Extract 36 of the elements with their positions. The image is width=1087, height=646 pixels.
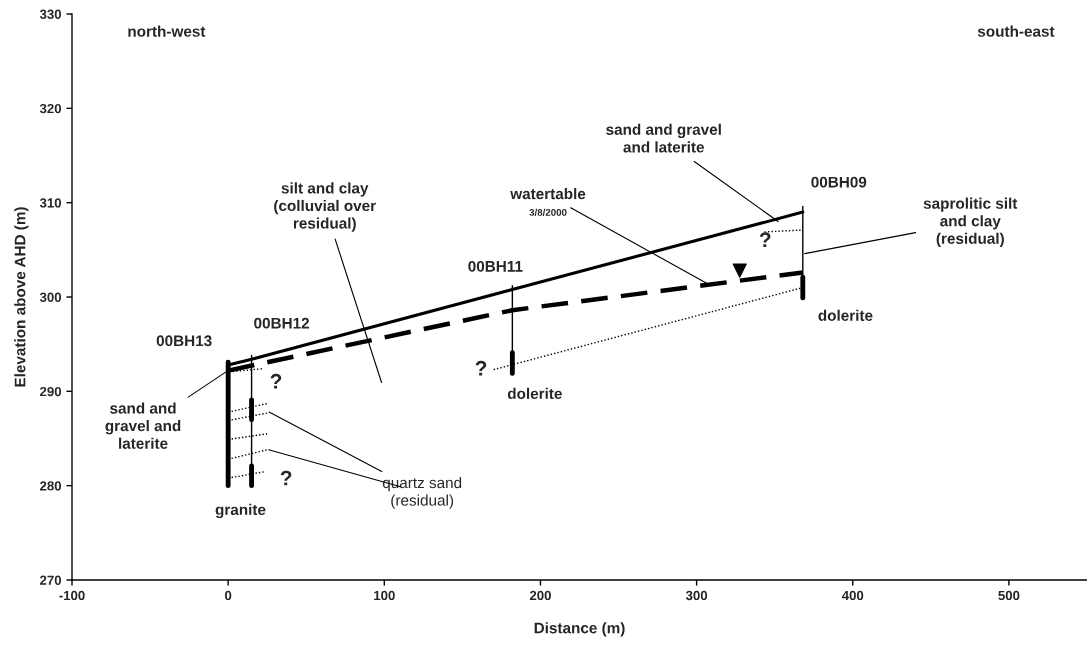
x-tick-label: -100 <box>59 590 85 601</box>
annotation: north-west <box>128 25 206 37</box>
annotation: sand and gravel and laterite <box>105 402 181 449</box>
series-label: 00BH09 <box>811 176 867 188</box>
y-axis-title: Elevation above AHD (m) <box>14 207 29 387</box>
annotation: ? <box>270 373 282 389</box>
annotation: saprolitic silt and clay (residual) <box>923 197 1018 247</box>
x-tick-label: 300 <box>685 590 708 601</box>
annotation: ? <box>759 232 771 247</box>
annotation: ? <box>475 360 487 376</box>
annotation: sand and gravel and laterite <box>606 123 721 153</box>
y-tick-label: 330 <box>39 9 62 19</box>
y-tick-label: 270 <box>40 575 62 585</box>
series-label: 00BH11 <box>468 260 523 272</box>
x-tick-label: 100 <box>374 590 395 601</box>
x-tick-label: 0 <box>225 590 232 601</box>
y-tick-label: 300 <box>39 292 62 302</box>
annotation: watertable <box>510 188 586 200</box>
annotation: dolerite <box>507 387 562 400</box>
y-tick-label: 310 <box>39 198 62 208</box>
x-tick-label: 200 <box>529 590 551 601</box>
annotation: 3/8/2000 <box>529 208 567 216</box>
y-tick-label: 280 <box>40 481 62 491</box>
x-axis-title: Distance (m) <box>534 622 625 637</box>
annotation: quartz sand (residual) <box>382 476 462 509</box>
series-label: 00BH12 <box>254 317 309 329</box>
annotation: ? <box>280 470 292 486</box>
y-tick-label: 290 <box>40 386 62 397</box>
series-label: 00BH13 <box>156 335 212 347</box>
annotation: dolerite <box>818 309 873 321</box>
annotation: silt and clay (colluvial over residual) <box>274 182 376 232</box>
annotation: south-east <box>977 25 1055 37</box>
x-tick-label: 500 <box>998 590 1020 601</box>
x-tick-label: 400 <box>841 590 864 601</box>
y-tick-label: 320 <box>39 103 62 114</box>
annotation: granite <box>215 503 266 519</box>
